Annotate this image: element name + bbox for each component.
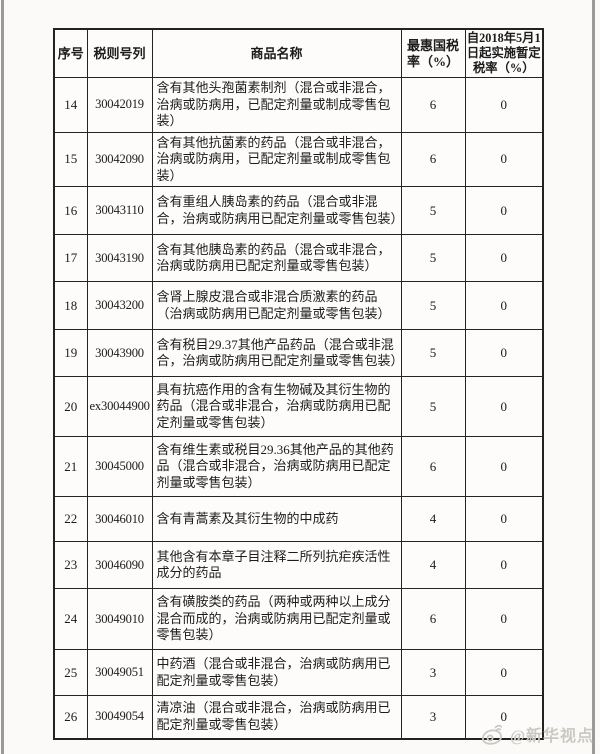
table-row: 26 30049054 清凉油（混合或非混合，治病或防病用已配定剂量或零售包装）… xyxy=(53,695,544,739)
cell-product-name: 含有重组人胰岛素的药品（混合或非混合，治病或防病用已配定剂量或零售包装） xyxy=(151,186,402,235)
cell-tariff-code: 30042090 xyxy=(86,131,153,187)
cell-temp-rate: 0 xyxy=(464,131,544,187)
cell-tariff-code: 30046010 xyxy=(86,496,153,542)
table-row: 24 30049010 含有磺胺类的药品（两种或两种以上成分混合而成的，治病或防… xyxy=(53,588,544,650)
cell-serial-number: 15 xyxy=(53,131,88,187)
cell-product-name: 含有其他头孢菌素制剂（混合或非混合，治病或防病用，已配定剂量或制成零售包装） xyxy=(151,77,402,133)
cell-tariff-code: 30043200 xyxy=(86,281,153,330)
cell-serial-number: 14 xyxy=(53,77,88,133)
cell-temp-rate: 0 xyxy=(464,234,544,282)
table-row: 22 30046010 含有青蒿素及其衍生物的中成药 4 0 xyxy=(53,496,544,542)
cell-temp-rate: 0 xyxy=(464,436,544,497)
cell-serial-number: 23 xyxy=(53,541,88,589)
cell-temp-rate: 0 xyxy=(464,496,544,542)
page-edge-left xyxy=(1,0,4,754)
cell-mfn-rate: 5 xyxy=(400,281,466,330)
cell-mfn-rate: 3 xyxy=(400,695,466,739)
cell-mfn-rate: 4 xyxy=(400,541,466,589)
cell-tariff-code: 30043900 xyxy=(86,329,153,377)
cell-temp-rate: 0 xyxy=(464,541,544,589)
cell-tariff-code: 30043190 xyxy=(86,234,153,282)
cell-mfn-rate: 5 xyxy=(400,186,466,235)
cell-serial-number: 24 xyxy=(53,588,88,650)
cell-temp-rate: 0 xyxy=(464,695,544,739)
cell-tariff-code: 30046090 xyxy=(86,541,153,589)
table-header-row: 序号 税则号列 商品名称 最惠国税率（%） 自2018年5月1日起实施暂定税率（… xyxy=(53,28,544,78)
cell-temp-rate: 0 xyxy=(464,77,544,133)
watermark: @新华视点 xyxy=(481,722,594,746)
cell-product-name: 含有青蒿素及其衍生物的中成药 xyxy=(151,496,402,542)
cell-product-name: 其他含有本章子目注释二所列抗疟疾活性成分的药品 xyxy=(151,541,402,589)
cell-tariff-code: 30045000 xyxy=(86,436,153,497)
tariff-table: 序号 税则号列 商品名称 最惠国税率（%） 自2018年5月1日起实施暂定税率（… xyxy=(53,28,544,740)
table-row: 21 30045000 含有维生素或税目29.36其他产品的其他药品（混合或非混… xyxy=(53,436,544,497)
cell-product-name: 含有其他抗菌素的药品（混合或非混合，治病或防病用，已配定剂量或制成零售包装） xyxy=(151,131,402,187)
cell-serial-number: 20 xyxy=(53,376,88,437)
cell-serial-number: 19 xyxy=(53,329,88,377)
weibo-icon xyxy=(481,724,505,745)
cell-tariff-code: 30049010 xyxy=(86,588,153,650)
cell-temp-rate: 0 xyxy=(464,588,544,650)
cell-mfn-rate: 5 xyxy=(400,234,466,282)
cell-mfn-rate: 6 xyxy=(400,77,466,133)
cell-product-name: 含有磺胺类的药品（两种或两种以上成分混合而成的，治病或防病用已配定剂量或零售包装… xyxy=(151,588,402,650)
cell-tariff-code: 30049051 xyxy=(86,649,153,696)
table-row: 20 ex30044900 具有抗癌作用的含有生物碱及其衍生物的药品（混合或非混… xyxy=(53,376,544,437)
table-row: 17 30043190 含有其他胰岛素的药品（混合或非混合，治病或防病用已配定剂… xyxy=(53,234,544,282)
table-row: 23 30046090 其他含有本章子目注释二所列抗疟疾活性成分的药品 4 0 xyxy=(53,541,544,589)
col-header-tariff-code: 税则号列 xyxy=(86,28,153,78)
cell-mfn-rate: 4 xyxy=(400,496,466,542)
watermark-text: @新华视点 xyxy=(510,728,594,745)
cell-temp-rate: 0 xyxy=(464,649,544,696)
cell-serial-number: 17 xyxy=(53,234,88,282)
cell-tariff-code: 30049054 xyxy=(86,695,153,739)
cell-product-name: 含有税目29.37其他产品药品（混合或非混合，治病或防病用已配定剂量或零售包装） xyxy=(151,329,402,377)
cell-serial-number: 16 xyxy=(53,186,88,235)
table-body: 14 30042019 含有其他头孢菌素制剂（混合或非混合，治病或防病用，已配定… xyxy=(53,77,544,739)
cell-tariff-code: 30043110 xyxy=(86,186,153,235)
cell-mfn-rate: 6 xyxy=(400,588,466,650)
table-row: 14 30042019 含有其他头孢菌素制剂（混合或非混合，治病或防病用，已配定… xyxy=(53,77,544,133)
cell-temp-rate: 0 xyxy=(464,186,544,235)
cell-product-name: 含肾上腺皮混合或非混合质激素的药品（治病或防病用已配定剂量或零售包装） xyxy=(151,281,402,330)
cell-product-name: 中药酒（混合或非混合，治病或防病用已配定剂量或零售包装） xyxy=(151,649,402,696)
table-row: 18 30043200 含肾上腺皮混合或非混合质激素的药品（治病或防病用已配定剂… xyxy=(53,281,544,330)
cell-serial-number: 21 xyxy=(53,436,88,497)
page-edge-right xyxy=(592,0,595,754)
table-row: 15 30042090 含有其他抗菌素的药品（混合或非混合，治病或防病用，已配定… xyxy=(53,131,544,187)
cell-serial-number: 22 xyxy=(53,496,88,542)
cell-temp-rate: 0 xyxy=(464,329,544,377)
cell-serial-number: 25 xyxy=(53,649,88,696)
col-header-serial: 序号 xyxy=(53,28,88,78)
cell-tariff-code: ex30044900 xyxy=(86,376,153,437)
table-row: 16 30043110 含有重组人胰岛素的药品（混合或非混合，治病或防病用已配定… xyxy=(53,186,544,235)
cell-temp-rate: 0 xyxy=(464,281,544,330)
col-header-mfn-rate: 最惠国税率（%） xyxy=(400,28,466,78)
cell-temp-rate: 0 xyxy=(464,376,544,437)
cell-mfn-rate: 6 xyxy=(400,131,466,187)
table-row: 25 30049051 中药酒（混合或非混合，治病或防病用已配定剂量或零售包装）… xyxy=(53,649,544,696)
cell-product-name: 含有维生素或税目29.36其他产品的其他药品（混合或非混合，治病或防病用已配定剂… xyxy=(151,436,402,497)
cell-serial-number: 18 xyxy=(53,281,88,330)
col-header-temp-rate: 自2018年5月1日起实施暂定税率（%） xyxy=(464,28,544,78)
cell-tariff-code: 30042019 xyxy=(86,77,153,133)
col-header-product-name: 商品名称 xyxy=(151,28,402,78)
cell-product-name: 含有其他胰岛素的药品（混合或非混合，治病或防病用已配定剂量或零售包装） xyxy=(151,234,402,282)
cell-serial-number: 26 xyxy=(53,695,88,739)
cell-product-name: 清凉油（混合或非混合，治病或防病用已配定剂量或零售包装） xyxy=(151,695,402,739)
cell-product-name: 具有抗癌作用的含有生物碱及其衍生物的药品（混合或非混合，治病或防病用已配定剂量或… xyxy=(151,376,402,437)
cell-mfn-rate: 5 xyxy=(400,329,466,377)
cell-mfn-rate: 5 xyxy=(400,376,466,437)
cell-mfn-rate: 3 xyxy=(400,649,466,696)
table-row: 19 30043900 含有税目29.37其他产品药品（混合或非混合，治病或防病… xyxy=(53,329,544,377)
cell-mfn-rate: 6 xyxy=(400,436,466,497)
